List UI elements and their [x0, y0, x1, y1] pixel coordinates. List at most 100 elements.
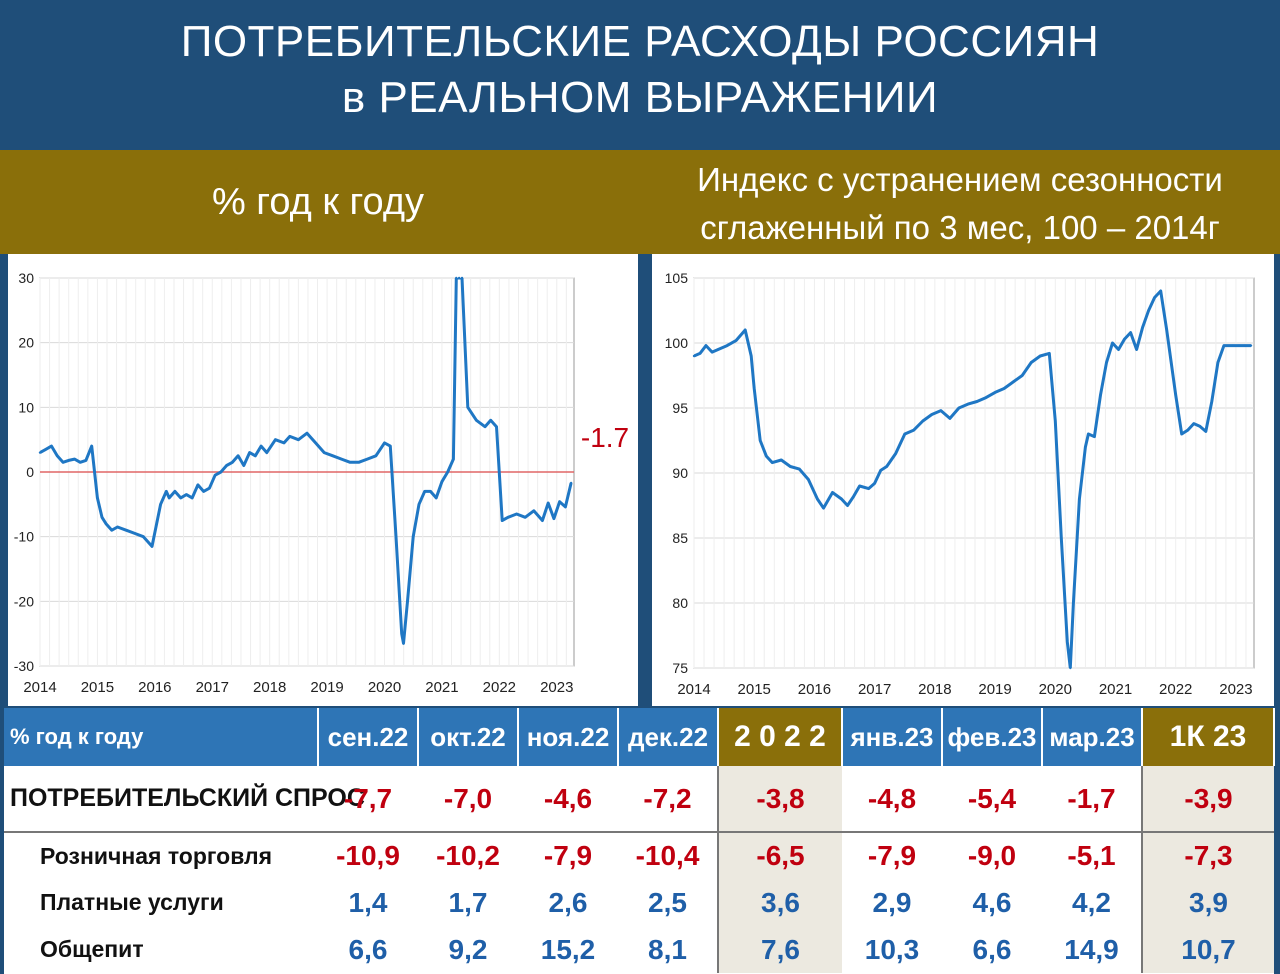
- index-line-chart: 105 100 95 90 85 80 75 2014 2015 2016 2017 2018 2019…: [665, 270, 1255, 698]
- data-point: [1141, 326, 1144, 329]
- annotation-box: [576, 414, 634, 458]
- data-point: [495, 425, 498, 428]
- column-header: мар.23: [1042, 708, 1143, 766]
- table-cell: -7,3: [1141, 832, 1274, 879]
- title-line-1: ПОТРЕБИТЕЛЬСКИЕ РАСХОДЫ РОССИЯН: [180, 17, 1100, 66]
- data-point: [452, 457, 455, 461]
- data-point: [816, 497, 819, 501]
- x-tick-label: 2014: [23, 679, 56, 696]
- x-tick-label: 2021: [425, 679, 458, 696]
- data-point: [957, 406, 961, 410]
- column-header: окт.22: [418, 708, 519, 766]
- table-cell: 15,2: [540, 933, 596, 965]
- data-point: [1147, 309, 1150, 312]
- data-point: [446, 470, 449, 474]
- y-tick-label: -20: [14, 593, 34, 609]
- data-point: [1093, 435, 1096, 438]
- data-point: [282, 441, 286, 445]
- data-point: [993, 391, 997, 394]
- data-point: [67, 459, 70, 462]
- data-point: [1231, 344, 1235, 347]
- column-header-quarter: 1К 23: [1142, 708, 1275, 766]
- table-cell: -4,6: [518, 766, 618, 833]
- data-point: [288, 435, 291, 438]
- data-point: [912, 428, 915, 432]
- data-point: [73, 457, 76, 461]
- data-point: [789, 465, 792, 468]
- data-point: [523, 516, 527, 519]
- data-point: [1222, 344, 1226, 347]
- data-point: [780, 458, 783, 462]
- data-point: [1180, 432, 1183, 436]
- column-header: янв.23: [842, 708, 943, 766]
- x-tick-label: 2019: [978, 681, 1011, 698]
- spending-table: % год к году сен.22 окт.22 ноя.22 дек.22…: [4, 708, 1275, 974]
- x-tick-label: 2015: [81, 679, 114, 696]
- data-point: [423, 490, 426, 493]
- data-point: [190, 496, 194, 500]
- table-cell: -6,5: [717, 832, 842, 879]
- data-table: % год к году сен.22 окт.22 ноя.22 дек.22…: [4, 708, 1275, 973]
- data-point: [90, 444, 93, 448]
- x-tick-label: 2022: [483, 679, 516, 696]
- data-point: [100, 516, 104, 519]
- data-point: [242, 464, 246, 467]
- data-point: [750, 354, 753, 358]
- y-tick-label: 105: [665, 270, 689, 286]
- data-point: [975, 400, 979, 403]
- data-point: [930, 413, 934, 416]
- table-cell: -7,9: [867, 840, 917, 871]
- table-cell: 10,3: [864, 933, 920, 965]
- table-cell: 14,9: [1064, 933, 1119, 965]
- y-tick-label: -10: [14, 529, 34, 545]
- data-point: [807, 478, 810, 481]
- subtitle-right: Индекс с устранением сезонности сглаженн…: [640, 150, 1280, 254]
- data-point: [858, 484, 861, 488]
- data-point: [331, 454, 335, 458]
- data-point: [208, 486, 211, 490]
- data-point: [142, 535, 145, 538]
- table-cell: -5,1: [1067, 840, 1116, 871]
- y-tick-label: 10: [18, 399, 34, 415]
- data-point: [558, 500, 561, 503]
- data-point: [692, 354, 696, 358]
- x-tick-label: 2017: [858, 681, 891, 698]
- x-tick-label: 2014: [677, 681, 710, 698]
- data-point: [340, 457, 343, 461]
- table-cell: 3,9: [1141, 879, 1274, 926]
- table-cell: -3,9: [1141, 766, 1274, 833]
- table-cell: -7,0: [418, 766, 518, 833]
- data-point: [173, 490, 177, 493]
- x-tick-label: 2017: [196, 679, 229, 696]
- data-point: [466, 406, 469, 409]
- x-tick-label: 2020: [368, 679, 401, 696]
- table-row: Общепит 6,6 9,2 15,2 8,1 7,6 10,3 6,6 14…: [4, 926, 1274, 973]
- data-point: [1060, 536, 1063, 540]
- data-point: [1153, 296, 1156, 299]
- x-tick-label: 2016: [138, 679, 171, 696]
- table-cell: 2,9: [872, 886, 912, 918]
- data-point: [185, 493, 188, 496]
- table-header-row: % год к году сен.22 окт.22 ноя.22 дек.22…: [4, 708, 1275, 766]
- x-tick-label: 2019: [310, 679, 343, 696]
- data-point: [1186, 428, 1189, 432]
- data-point: [710, 350, 714, 354]
- data-point: [259, 444, 263, 448]
- data-point: [846, 504, 849, 507]
- table-cell: -5,4: [942, 766, 1042, 833]
- data-point: [1099, 393, 1102, 397]
- data-point: [383, 441, 386, 445]
- data-point: [96, 496, 99, 500]
- table-cell: 3,6: [717, 879, 842, 926]
- table-cell: -9,0: [967, 840, 1017, 871]
- data-point: [1084, 445, 1087, 449]
- x-tick-label: 2022: [1159, 681, 1192, 698]
- data-point: [357, 461, 360, 464]
- y-tick-label: 100: [665, 335, 689, 351]
- table-cell: 8,1: [648, 933, 687, 965]
- data-point: [1011, 380, 1015, 384]
- yoy-line-chart: 30 20 10 0 -10 -20 -30 2014 2015 2016 2017 2018 2019…: [14, 270, 634, 696]
- table-cell: -10,9: [336, 840, 400, 871]
- data-point: [225, 464, 228, 467]
- data-point: [569, 481, 573, 485]
